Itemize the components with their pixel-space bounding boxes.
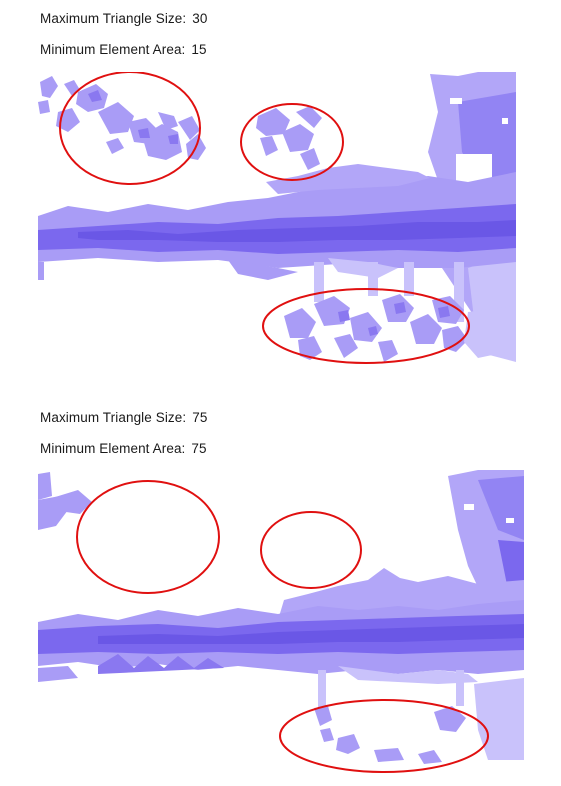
min-element-area-value-2: 75 [191,441,206,456]
min-element-area-label-1: Minimum Element Area: 15 [40,42,207,57]
annotation-circle-upper-left-2 [77,481,219,593]
mesh-image-1 [38,72,516,368]
min-element-area-caption-2: Minimum Element Area: [40,441,185,456]
max-triangle-size-label-1: Maximum Triangle Size: 30 [40,11,207,26]
max-triangle-size-caption-1: Maximum Triangle Size: [40,11,186,26]
min-element-area-value-1: 15 [191,42,206,57]
mesh-image-2 [38,470,524,774]
mesh-panel-1 [38,72,516,368]
min-element-area-caption-1: Minimum Element Area: [40,42,185,57]
max-triangle-size-value-2: 75 [192,410,207,425]
mesh-fragments-upper-middle-1 [256,106,322,170]
max-triangle-size-value-1: 30 [192,11,207,26]
annotation-circle-upper-middle-2 [261,512,361,588]
max-triangle-size-caption-2: Maximum Triangle Size: [40,410,186,425]
min-element-area-label-2: Minimum Element Area: 75 [40,441,207,456]
max-triangle-size-label-2: Maximum Triangle Size: 75 [40,410,207,425]
mesh-panel-2 [38,470,524,774]
mesh-fragments-upper-left-2 [38,472,92,530]
mesh-fragments-lower-2 [314,706,466,764]
